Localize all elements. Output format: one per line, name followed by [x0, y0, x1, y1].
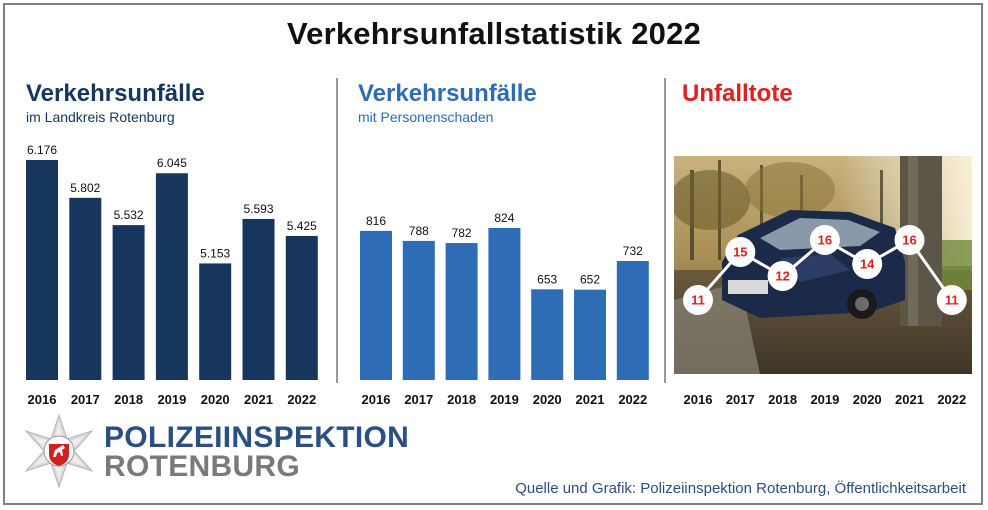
source-credit: Quelle und Grafik: Polizeiinspektion Rot…: [515, 480, 966, 497]
panel2-subtitle: mit Personenschaden: [358, 109, 494, 125]
bar-value-label: 782: [452, 226, 472, 240]
x-tick-label: 2020: [201, 392, 230, 407]
crash-photo: [674, 156, 972, 374]
bar-2022: [616, 260, 649, 380]
bar-2018: [445, 243, 478, 380]
x-tick-label: 2017: [404, 392, 433, 407]
x-tick-label: 2016: [28, 392, 57, 407]
bar-value-label: 5.802: [70, 181, 100, 195]
x-tick-label: 2021: [576, 392, 605, 407]
divider-right: [664, 78, 666, 383]
bar-value-label: 816: [366, 214, 386, 228]
bar-value-label: 6.176: [27, 143, 57, 157]
panel1-title: Verkehrsunfälle: [26, 80, 205, 107]
x-tick-label: 2018: [768, 392, 797, 407]
bar-value-label: 5.593: [243, 202, 273, 216]
x-tick-label: 2021: [895, 392, 924, 407]
x-tick-label: 2016: [684, 392, 713, 407]
point-value-label: 11: [691, 293, 705, 308]
bar-2016: [26, 160, 58, 380]
point-value-label: 12: [775, 269, 789, 284]
point-value-label: 16: [902, 233, 916, 248]
x-tick-label: 2022: [618, 392, 647, 407]
x-tick-label: 2017: [71, 392, 100, 407]
bar-value-label: 6.045: [157, 156, 187, 170]
x-tick-label: 2019: [157, 392, 186, 407]
bar-2022: [285, 235, 318, 380]
point-2021: [894, 225, 925, 255]
x-tick-label: 2019: [810, 392, 839, 407]
divider-left: [336, 78, 338, 383]
panel2-chart: 816 2016 788 2017 782 2018 824 2019 653 2020 652 20…: [360, 211, 649, 407]
page-title: Verkehrsunfallstatistik 2022: [287, 16, 701, 51]
point-value-label: 16: [818, 233, 832, 248]
bar-2020: [199, 263, 232, 380]
x-tick-label: 2017: [726, 392, 755, 407]
bar-value-label: 653: [537, 272, 557, 286]
x-tick-label: 2022: [937, 392, 966, 407]
x-tick-label: 2020: [533, 392, 562, 407]
bar-value-label: 732: [623, 244, 643, 258]
bar-2018: [112, 225, 145, 380]
panel3-title: Unfalltote: [682, 80, 793, 107]
panel2-title: Verkehrsunfälle: [358, 80, 537, 107]
bar-2016: [360, 230, 392, 380]
bar-2020: [531, 289, 564, 380]
point-2017: [725, 237, 756, 267]
point-2016: [683, 285, 713, 315]
x-tick-label: 2018: [114, 392, 143, 407]
bar-value-label: 652: [580, 273, 600, 287]
panel1-chart: 6.176 2016 5.802 2017 5.532 2018 6.045 2019 5.15…: [26, 143, 318, 407]
point-2018: [767, 261, 798, 291]
point-value-label: 11: [945, 293, 959, 308]
bar-2019: [488, 228, 521, 380]
x-tick-label: 2019: [490, 392, 519, 407]
bar-2017: [69, 197, 102, 380]
bar-value-label: 5.532: [114, 208, 144, 222]
police-star-icon: [24, 413, 94, 489]
x-tick-label: 2020: [853, 392, 882, 407]
bar-value-label: 5.425: [287, 219, 317, 233]
bar-2017: [402, 240, 435, 380]
x-tick-label: 2018: [447, 392, 476, 407]
x-tick-label: 2016: [362, 392, 391, 407]
bar-value-label: 788: [409, 224, 429, 238]
x-tick-label: 2022: [287, 392, 316, 407]
bar-value-label: 5.153: [200, 246, 230, 260]
logo-line2: ROTENBURG: [104, 450, 301, 483]
point-value-label: 15: [733, 245, 747, 260]
x-tick-label: 2021: [244, 392, 273, 407]
panel1-subtitle: im Landkreis Rotenburg: [26, 109, 175, 125]
point-value-label: 14: [860, 257, 875, 272]
logo-line1: POLIZEIINSPEKTION: [104, 421, 410, 454]
bar-2021: [242, 218, 275, 380]
bar-2021: [574, 289, 606, 380]
point-2020: [852, 249, 883, 279]
point-2019: [809, 225, 840, 255]
bar-value-label: 824: [494, 211, 514, 225]
point-2022: [936, 285, 967, 315]
bar-2019: [155, 173, 188, 380]
panel3-chart: 11 2016 15 2017 12 2018 16 2019 14 2020 16 2021 11 20…: [683, 225, 967, 407]
